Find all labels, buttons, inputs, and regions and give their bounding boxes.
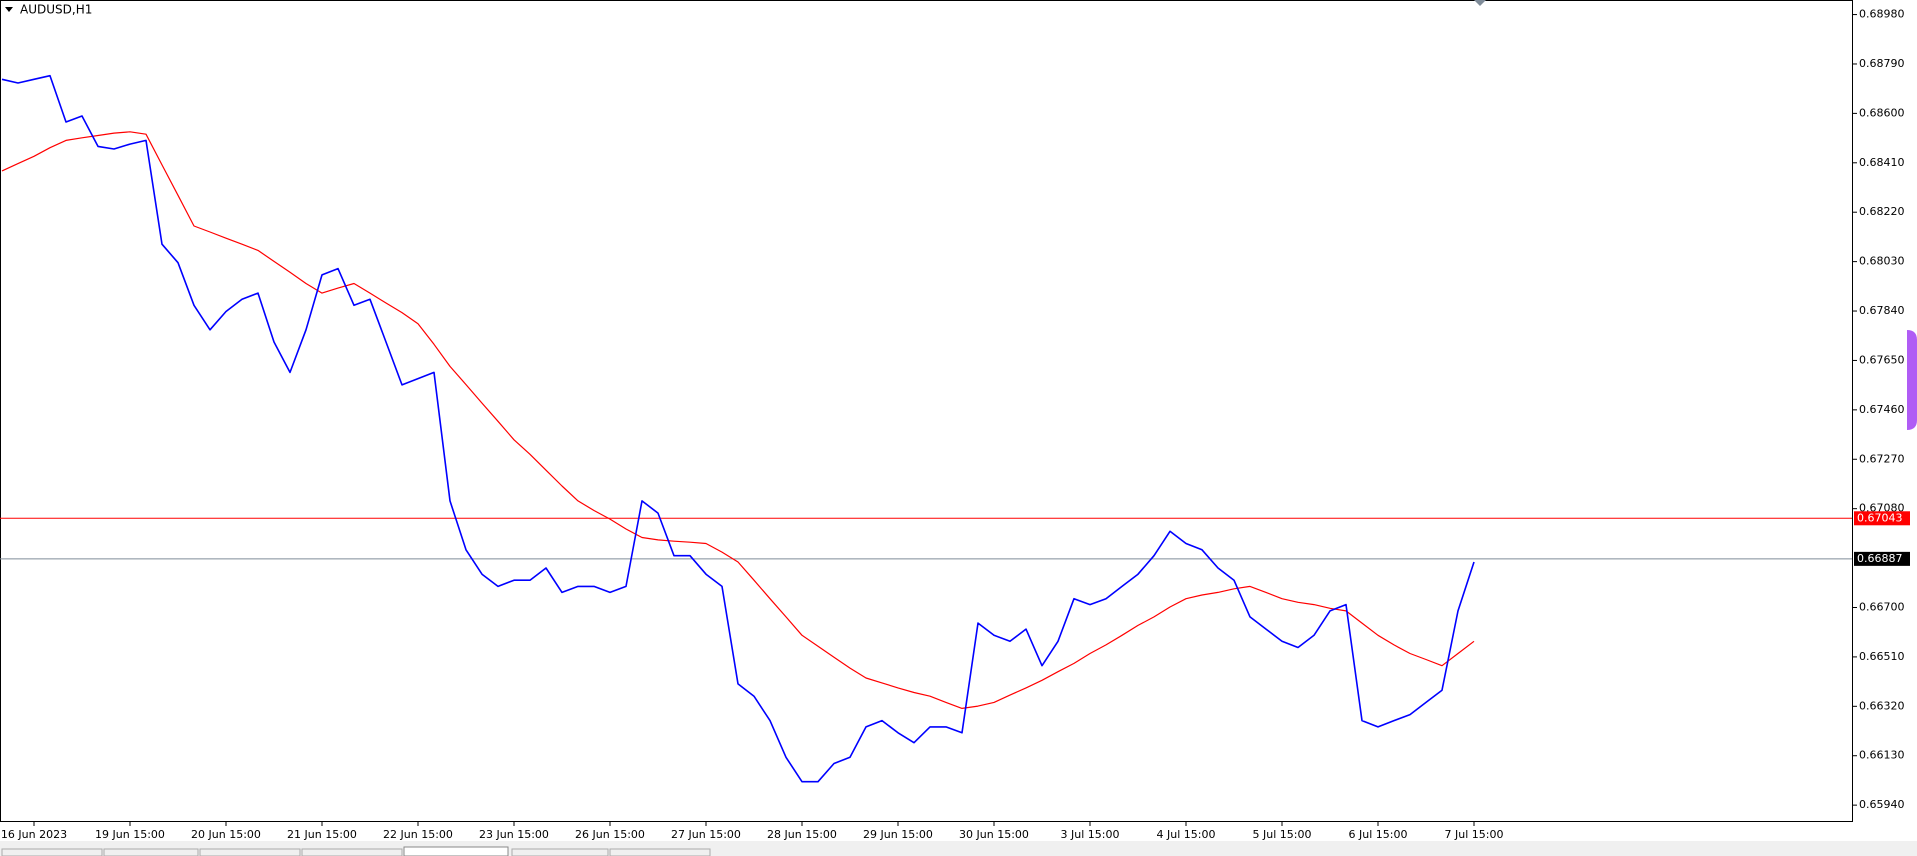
y-tick-label: 0.67650 <box>1859 353 1905 366</box>
y-tick-label: 0.66510 <box>1859 650 1905 663</box>
x-tick-label: 5 Jul 15:00 <box>1253 828 1312 841</box>
x-tick-label: 6 Jul 15:00 <box>1349 828 1408 841</box>
y-tick-label: 0.68790 <box>1859 57 1905 70</box>
y-tick-label: 0.66700 <box>1859 600 1905 613</box>
y-tick-label: 0.67840 <box>1859 304 1905 317</box>
x-tick-label: 20 Jun 15:00 <box>191 828 261 841</box>
chart-tab[interactable] <box>1 848 103 856</box>
x-tick-label: 16 Jun 2023 <box>1 828 67 841</box>
x-tick-label: 26 Jun 15:00 <box>575 828 645 841</box>
y-tick-label: 0.65940 <box>1859 798 1905 811</box>
price-label-box <box>1854 551 1910 566</box>
chart-tab[interactable] <box>103 848 199 856</box>
x-tick-label: 22 Jun 15:00 <box>383 828 453 841</box>
y-tick-label: 0.68030 <box>1859 255 1905 268</box>
price-label: 0.67043 <box>1857 511 1903 524</box>
x-tick-label: 27 Jun 15:00 <box>671 828 741 841</box>
y-tick-label: 0.68410 <box>1859 156 1905 169</box>
x-tick-label: 19 Jun 15:00 <box>95 828 165 841</box>
y-tick-label: 0.68600 <box>1859 106 1905 119</box>
y-tick-label: 0.68220 <box>1859 205 1905 218</box>
x-tick-label: 3 Jul 15:00 <box>1061 828 1120 841</box>
x-tick-label: 29 Jun 15:00 <box>863 828 933 841</box>
moving-average <box>1 131 1475 709</box>
price-label: 0.66887 <box>1857 552 1903 565</box>
chart-tab-active[interactable] <box>403 846 509 856</box>
y-tick-label: 0.67270 <box>1859 452 1905 465</box>
chart-title: AUDUSD,H1 <box>20 3 92 17</box>
y-tick-label: 0.67460 <box>1859 403 1905 416</box>
y-tick-label: 0.66320 <box>1859 699 1905 712</box>
x-tick-label: 28 Jun 15:00 <box>767 828 837 841</box>
x-tick-label: 30 Jun 15:00 <box>959 828 1029 841</box>
x-tick-label: 7 Jul 15:00 <box>1445 828 1504 841</box>
side-panel-handle[interactable] <box>1907 330 1917 430</box>
price-label-box <box>1854 511 1910 526</box>
symbol-menu-arrow[interactable] <box>5 7 13 12</box>
y-tick-label: 0.66130 <box>1859 749 1905 762</box>
price-line-series <box>1 74 1475 783</box>
x-tick-label: 21 Jun 15:00 <box>287 828 357 841</box>
chart-tab[interactable] <box>609 848 711 856</box>
x-tick-label: 23 Jun 15:00 <box>479 828 549 841</box>
chart-tab[interactable] <box>301 848 403 856</box>
chart-tab[interactable] <box>199 848 301 856</box>
y-tick-label: 0.68980 <box>1859 8 1905 21</box>
scroll-marker <box>1474 0 1486 6</box>
chart-tab[interactable] <box>511 848 609 856</box>
x-tick-label: 4 Jul 15:00 <box>1157 828 1216 841</box>
plot-border <box>0 0 1853 822</box>
